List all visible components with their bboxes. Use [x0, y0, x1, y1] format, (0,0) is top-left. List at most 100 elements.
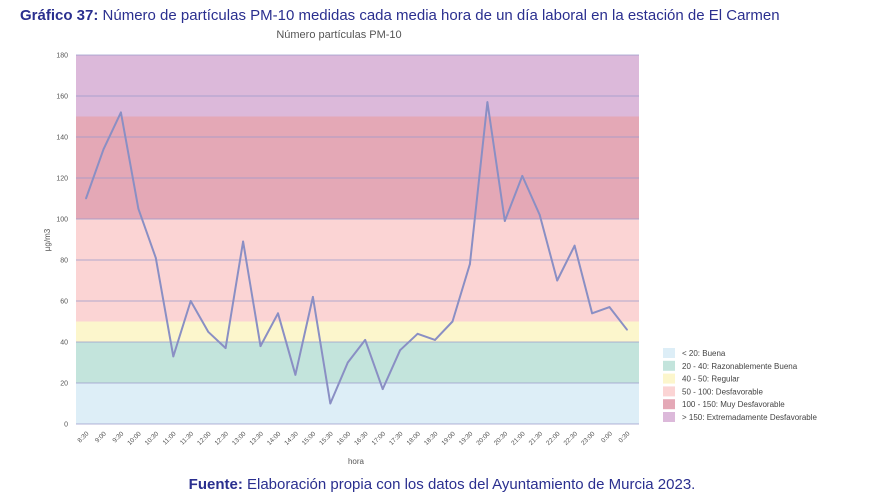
- data-point: [521, 175, 524, 177]
- chart-title: Número partículas PM-10: [276, 29, 401, 41]
- x-tick-label: 13:00: [231, 430, 248, 447]
- band-5: [76, 55, 639, 117]
- data-point: [242, 240, 244, 243]
- band-2: [76, 321, 639, 342]
- pm10-line-chart: Número partículas PM-10 0 20 40 60 80 100 120 1…: [43, 29, 818, 466]
- y-tick-label: 160: [56, 94, 68, 101]
- x-tick-label: 20:30: [493, 430, 510, 447]
- legend-label-0: < 20: Buena: [682, 349, 726, 358]
- heading-label: Gráfico 37:: [20, 7, 99, 24]
- legend-label-1: 20 - 40: Razonablemente Buena: [682, 362, 798, 371]
- chart-heading: Gráfico 37: Número de partículas PM-10 m…: [20, 7, 880, 24]
- legend-label-5: > 150: Extremadamente Desfavorable: [682, 413, 818, 422]
- y-tick-label: 0: [64, 422, 68, 429]
- data-point: [538, 214, 541, 216]
- data-point: [626, 328, 628, 331]
- y-tick-label: 100: [56, 217, 68, 224]
- x-tick-label: 9:30: [111, 430, 125, 444]
- x-tick-label: 18:30: [423, 430, 440, 447]
- x-axis-ticks: 8:30 9:00 9:30 10:00 10:30 11:00 11:30 12:00 12:…: [77, 430, 632, 447]
- data-point: [364, 339, 367, 341]
- data-point: [85, 197, 87, 200]
- footer-text: Elaboración propia con los datos del Ayu…: [242, 476, 696, 493]
- data-point: [416, 332, 419, 335]
- data-point: [172, 355, 175, 358]
- x-tick-label: 20:00: [475, 430, 492, 447]
- x-tick-label: 13:30: [248, 430, 265, 447]
- y-tick-label: 180: [56, 53, 68, 60]
- legend-swatch-3: [663, 386, 675, 397]
- x-tick-label: 11:30: [179, 430, 195, 446]
- x-tick-label: 0:30: [618, 430, 632, 444]
- x-tick-label: 21:30: [528, 430, 545, 447]
- x-tick-label: 18:00: [406, 430, 423, 447]
- data-point: [608, 306, 611, 309]
- legend-swatch-2: [663, 373, 675, 384]
- legend-label-3: 50 - 100: Desfavorable: [682, 387, 763, 396]
- x-tick-label: 11:00: [162, 430, 178, 446]
- x-tick-label: 10:00: [126, 430, 143, 447]
- footer-label: Fuente:: [188, 476, 243, 493]
- legend-swatch-0: [663, 348, 675, 358]
- band-1: [76, 342, 639, 383]
- x-tick-label: 21:00: [510, 430, 527, 447]
- data-point: [434, 339, 436, 341]
- data-point: [486, 101, 489, 104]
- x-tick-label: 22:30: [563, 430, 580, 447]
- x-tick-label: 19:00: [440, 430, 457, 447]
- data-point: [224, 347, 227, 350]
- quality-bands: [76, 55, 639, 424]
- x-tick-label: 10:30: [144, 430, 161, 447]
- data-point: [207, 330, 210, 333]
- data-point: [469, 263, 471, 265]
- x-tick-label: 17:00: [371, 430, 388, 447]
- data-point: [154, 257, 157, 259]
- x-tick-label: 14:30: [283, 430, 300, 447]
- series-line-0: [85, 101, 628, 405]
- x-tick-label: 0:00: [600, 430, 614, 444]
- x-tick-label: 9:00: [94, 430, 108, 444]
- band-0: [76, 383, 639, 424]
- data-point: [346, 361, 349, 364]
- data-point: [381, 388, 384, 391]
- x-tick-label: 8:30: [77, 430, 91, 444]
- heading-text: Número de partículas PM-10 medidas cada …: [98, 7, 780, 24]
- data-point: [329, 402, 332, 405]
- data-point: [277, 312, 279, 315]
- legend-swatch-1: [663, 360, 675, 371]
- x-tick-label: 19:30: [458, 430, 475, 447]
- data-point: [573, 244, 576, 247]
- y-axis-label: µg/m3: [43, 228, 52, 251]
- x-tick-label: 12:00: [196, 430, 213, 447]
- data-point: [591, 312, 593, 315]
- data-point: [120, 111, 122, 114]
- legend-label-4: 100 - 150: Muy Desfavorable: [682, 400, 785, 409]
- y-tick-label: 120: [56, 176, 68, 183]
- y-tick-label: 20: [60, 381, 68, 388]
- x-tick-label: 12:30: [214, 430, 231, 447]
- y-tick-label: 60: [60, 299, 68, 306]
- x-tick-label: 16:30: [353, 430, 370, 447]
- data-point: [311, 296, 314, 298]
- data-point: [259, 345, 262, 347]
- y-tick-label: 80: [60, 258, 68, 265]
- x-axis-label: hora: [348, 457, 365, 466]
- series-group: [85, 101, 628, 405]
- legend-swatch-4: [663, 399, 675, 410]
- x-tick-label: 15:00: [301, 430, 318, 447]
- data-point: [294, 373, 297, 376]
- x-tick-label: 16:00: [336, 430, 353, 447]
- legend-swatch-5: [663, 412, 675, 422]
- y-axis-ticks: 0 20 40 60 80 100 120 140 160 180: [56, 53, 68, 429]
- data-point: [451, 320, 454, 323]
- data-point: [102, 148, 105, 151]
- band-4: [76, 116, 639, 219]
- x-tick-label: 15:30: [318, 430, 335, 447]
- data-point: [137, 207, 140, 210]
- legend: < 20: Buena 20 - 40: Razonablemente Buena…: [663, 348, 818, 422]
- data-point: [503, 220, 506, 222]
- data-point: [556, 279, 559, 282]
- legend-label-2: 40 - 50: Regular: [682, 375, 740, 384]
- data-point: [189, 300, 192, 302]
- y-tick-label: 40: [60, 340, 68, 347]
